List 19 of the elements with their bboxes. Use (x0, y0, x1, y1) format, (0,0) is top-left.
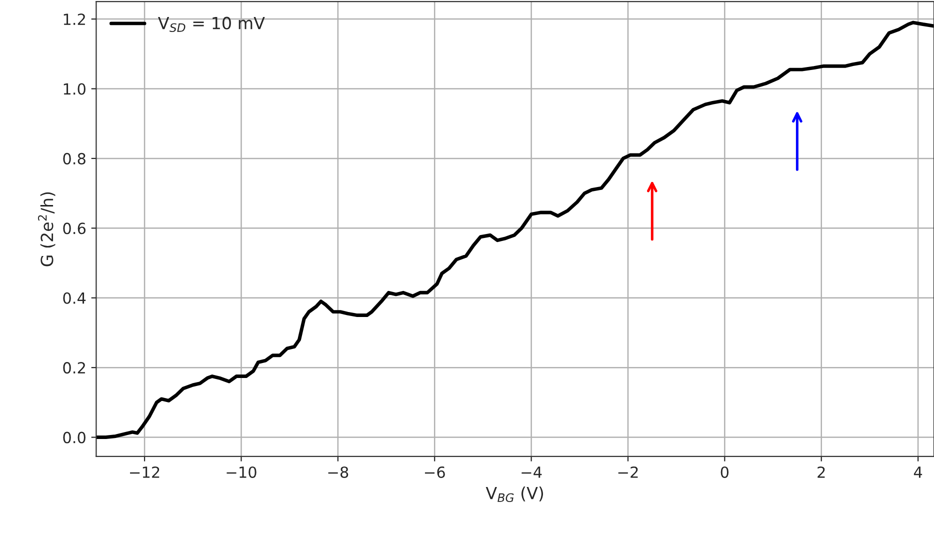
y-tick-label: 0.4 (63, 292, 86, 304)
x-tick-label: 2 (818, 466, 825, 478)
x-tick-label: −12 (130, 466, 160, 478)
x-tick-label: −6 (424, 466, 445, 478)
x-tick-label: 4 (914, 466, 922, 478)
y-tick-label: 0.0 (63, 432, 86, 444)
x-tick-label: −10 (226, 466, 256, 478)
y-tick-label: 1.2 (64, 14, 85, 25)
legend-label: V$_{SD}$ = 10 mV (158, 16, 265, 32)
x-axis-title: V$_{BG}$ (V) (486, 486, 544, 502)
y-axis-title: G (2e$^{2}$/h) (38, 192, 56, 266)
x-tick-label: 0 (720, 466, 729, 478)
y-tick-label: 0.2 (63, 362, 85, 374)
x-tick-label: −4 (522, 466, 542, 478)
x-tick-label: −8 (328, 466, 348, 478)
y-tick-label: 0.8 (63, 152, 86, 164)
x-tick-label: −2 (618, 466, 638, 478)
y-tick-label: 0.6 (63, 222, 86, 234)
y-tick-label: 1.0 (64, 83, 86, 95)
